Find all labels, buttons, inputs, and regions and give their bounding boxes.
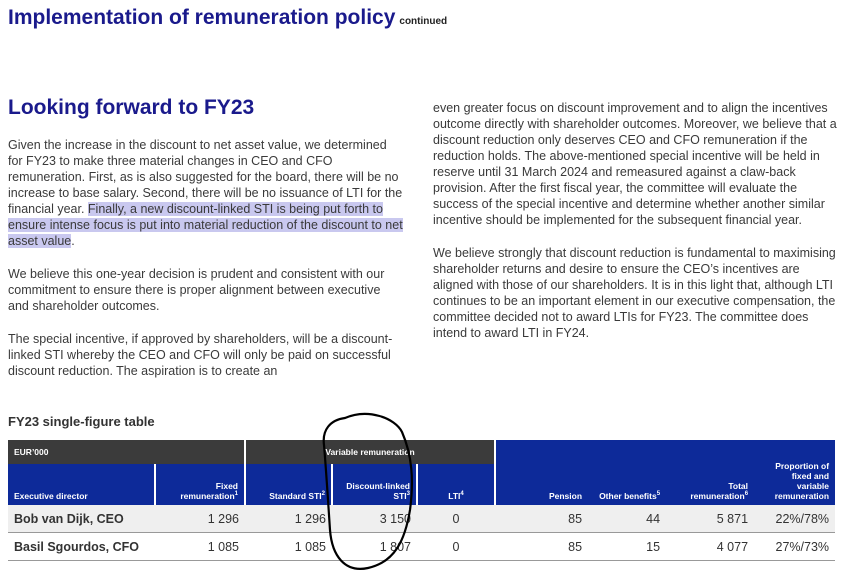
pension-header: Pension [494, 464, 589, 505]
other-benefits-header: Other benefits5 [588, 464, 667, 505]
section-title: Looking forward to FY23 [8, 96, 255, 119]
pension-value: 85 [568, 539, 583, 554]
left-column: Given the increase in the discount to ne… [8, 137, 404, 396]
total-header: Total remuneration6 [666, 464, 755, 505]
total-value: 4 077 [716, 539, 749, 554]
executive-name: Bob van Dijk, CEO [14, 511, 124, 526]
standard-sti-value: 1 085 [294, 539, 326, 554]
paragraph-4: even greater focus on discount improveme… [433, 101, 837, 227]
proportion-value: 22%/78% [775, 511, 830, 526]
other-benefits-value: 15 [646, 539, 661, 554]
discount-sti-value: 1 807 [379, 539, 411, 554]
standard-sti-value: 1 296 [294, 511, 326, 526]
proportion-value: 27%/73% [775, 539, 830, 554]
fixed-value: 1 085 [207, 539, 239, 554]
lti-value: 0 [452, 539, 460, 554]
standard-sti-header: Standard STI2 [244, 464, 332, 505]
lti-header: LTI4 [415, 464, 496, 505]
pension-value: 85 [568, 511, 583, 526]
paragraph-3: The special incentive, if approved by sh… [8, 332, 393, 378]
page-title: Implementation of remuneration policy con… [8, 6, 448, 29]
table-row: Basil Sgourdos, CFO 1 085 1 085 1 807 0 … [8, 533, 836, 561]
paragraph-2: We believe this one-year decision is pru… [8, 267, 385, 313]
table-row: Bob van Dijk, CEO 1 296 1 296 3 150 0 85… [8, 505, 836, 533]
discount-sti-header: Discount-linked STI3 [331, 464, 417, 505]
lti-value: 0 [452, 511, 460, 526]
total-value: 5 871 [716, 511, 749, 526]
variable-remuneration-header: Variable remuneration [243, 440, 497, 464]
discount-sti-value: 3 150 [379, 511, 411, 526]
continued-label: continued [399, 16, 448, 27]
executive-header: Executive director [8, 464, 155, 505]
single-figure-table: EUR’000 Variable remuneration Proportion… [8, 440, 836, 561]
currency-header: EUR’000 [8, 440, 155, 464]
paragraph-5: We believe strongly that discount reduct… [433, 246, 836, 340]
paragraph-1: Given the increase in the discount to ne… [8, 138, 403, 248]
other-benefits-value: 44 [646, 511, 661, 526]
fixed-header: Fixed remuneration1 [154, 464, 245, 505]
executive-name: Basil Sgourdos, CFO [14, 539, 140, 554]
right-column: even greater focus on discount improveme… [433, 100, 837, 358]
table-title: FY23 single-figure table [8, 414, 155, 429]
fixed-value: 1 296 [207, 511, 239, 526]
proportion-header: Proportion of fixed and variable remuner… [754, 440, 836, 505]
